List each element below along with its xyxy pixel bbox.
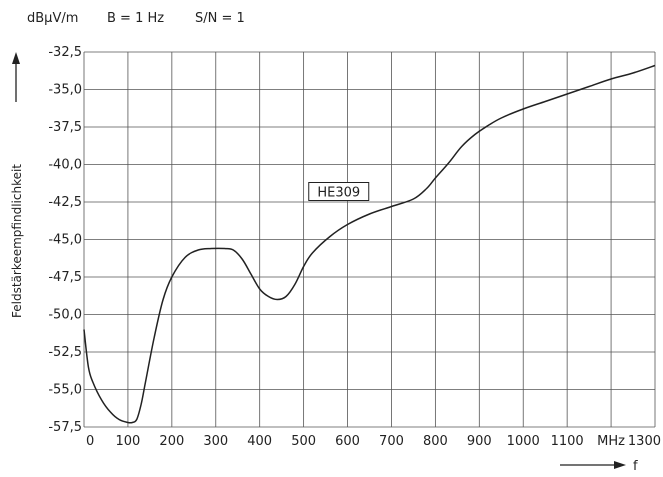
annotation-box xyxy=(308,182,370,201)
x-axis-arrowhead xyxy=(614,461,626,469)
x-tick-label: 1300 xyxy=(628,434,661,449)
y-tick-label: -32,5 xyxy=(48,45,82,60)
y-tick-label: -55,0 xyxy=(48,383,82,398)
y-axis-title: Feldstärkeempfindlichkeit xyxy=(10,52,24,318)
header-bandwidth: B = 1 Hz xyxy=(107,11,164,26)
x-tick-label: 700 xyxy=(379,434,404,449)
y-axis-label: Feldstärkeempfindlichkeit xyxy=(10,164,24,318)
y-tick-label: -45,0 xyxy=(48,233,82,248)
x-axis-title: f xyxy=(560,459,638,474)
series-line-he309 xyxy=(83,64,656,424)
y-tick-label: -40,0 xyxy=(48,158,82,173)
y-tick-label: -35,0 xyxy=(48,83,82,98)
y-tick-label: -57,5 xyxy=(48,420,82,435)
y-tick-label: -47,5 xyxy=(48,270,82,285)
y-tick-label: -50,0 xyxy=(48,308,82,323)
gridlines xyxy=(83,51,656,428)
x-tick-label: MHz xyxy=(597,434,625,449)
x-tick-label: 1000 xyxy=(507,434,540,449)
x-axis-label: f xyxy=(633,459,638,474)
x-tick-label: 200 xyxy=(159,434,184,449)
x-tick-label: 1100 xyxy=(551,434,584,449)
x-tick-label: 900 xyxy=(467,434,492,449)
x-tick-label: 400 xyxy=(247,434,272,449)
x-tick-label: 500 xyxy=(291,434,316,449)
annotation-label: HE309 xyxy=(317,186,360,201)
header-unit: dBµV/m xyxy=(27,11,78,26)
x-tick-labels: 0 100 200 300 400 500 600 700 800 900 1000 1100 MHz 1… xyxy=(86,434,661,449)
x-tick-label: 300 xyxy=(203,434,228,449)
x-tick-label: 600 xyxy=(335,434,360,449)
x-tick-label: 800 xyxy=(423,434,448,449)
x-tick-label: 0 xyxy=(86,434,94,449)
series-annotation: HE309 xyxy=(308,182,370,201)
y-tick-labels: -32,5 -35,0 -37,5 -40,0 -42,5 -45,0 -47,5 -50,0… xyxy=(48,45,82,435)
y-tick-label: -37,5 xyxy=(48,120,82,135)
y-tick-label: -42,5 xyxy=(48,195,82,210)
x-tick-label: 100 xyxy=(116,434,141,449)
y-tick-label: -52,5 xyxy=(48,345,82,360)
y-axis-arrowhead xyxy=(12,52,20,64)
header-snr: S/N = 1 xyxy=(195,11,245,26)
